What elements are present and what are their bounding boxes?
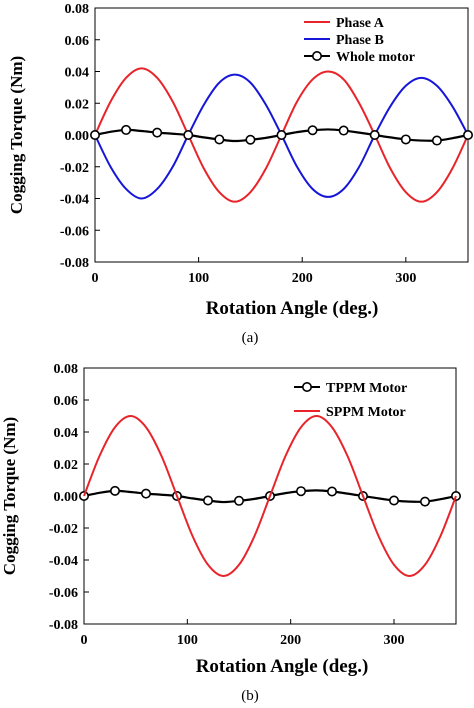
y-tick-label: -0.02 xyxy=(60,161,89,176)
series-whole-motor xyxy=(90,124,473,146)
x-tick-label: 0 xyxy=(81,633,88,648)
legend-entry: TPPM Motor xyxy=(326,381,407,396)
y-tick-label: 0.00 xyxy=(65,129,90,144)
x-tick-label: 100 xyxy=(188,271,209,286)
y-tick-label: 0.06 xyxy=(54,394,79,409)
chart-a: 0.08 0.06 0.04 0.02 0.00 -0.02 -0.04 -0.06 -0.08… xyxy=(7,2,473,346)
data-point xyxy=(462,130,473,141)
figure-caption: (b) xyxy=(241,688,259,704)
data-point xyxy=(245,134,256,145)
y-tick-label: -0.06 xyxy=(49,586,78,601)
y-tick-label: -0.04 xyxy=(49,554,78,569)
y-tick-label: 0.08 xyxy=(65,2,90,17)
data-point xyxy=(276,130,287,141)
data-point xyxy=(110,485,121,496)
data-point xyxy=(400,134,411,145)
y-tick-label: 0.00 xyxy=(54,490,79,505)
data-point xyxy=(307,125,318,136)
data-point xyxy=(234,495,245,506)
data-point xyxy=(431,135,442,146)
data-point xyxy=(388,495,399,506)
legend-marker xyxy=(311,50,322,61)
x-tick-label: 0 xyxy=(92,271,99,286)
y-tick-label: -0.08 xyxy=(60,256,89,271)
y-tick-label: -0.04 xyxy=(60,193,89,208)
y-tick-label: 0.04 xyxy=(54,426,79,441)
x-axis-label: Rotation Angle (deg.) xyxy=(206,298,379,319)
x-tick-label: 200 xyxy=(292,271,313,286)
data-point xyxy=(450,490,461,501)
y-tick-label: 0.06 xyxy=(65,34,90,49)
y-tick-label: -0.06 xyxy=(60,224,89,239)
data-point xyxy=(121,124,132,135)
legend-entry: Whole motor xyxy=(336,50,415,65)
legend-marker xyxy=(301,381,312,392)
y-tick-label: 0.04 xyxy=(65,66,90,81)
data-point xyxy=(326,486,337,497)
x-tick-label: 300 xyxy=(384,633,405,648)
legend-entry: Phase B xyxy=(336,33,384,48)
data-point xyxy=(338,125,349,136)
x-axis-label: Rotation Angle (deg.) xyxy=(196,656,369,677)
y-tick-label: 0.02 xyxy=(54,458,79,473)
legend-entry: Phase A xyxy=(336,16,385,31)
data-point xyxy=(183,130,194,141)
x-tick-label: 300 xyxy=(395,271,416,286)
x-tick-label: 100 xyxy=(177,633,198,648)
data-point xyxy=(141,488,152,499)
series-line xyxy=(83,414,457,578)
data-point xyxy=(295,486,306,497)
legend: TPPM Motor SPPM Motor xyxy=(294,381,407,420)
data-point xyxy=(90,130,101,141)
y-tick-label: 0.02 xyxy=(65,97,90,112)
chart-b: 0.08 0.06 0.04 0.02 0.00 -0.02 -0.04 -0.06 -0.08… xyxy=(0,362,461,704)
data-point xyxy=(369,130,380,141)
y-tick-label: 0.08 xyxy=(54,362,79,377)
series-sppm-motor xyxy=(83,414,457,578)
y-axis-label: Cogging Torque (Nm) xyxy=(7,56,26,214)
y-axis-label: Cogging Torque (Nm) xyxy=(0,417,19,575)
figure-caption: (a) xyxy=(242,330,259,346)
x-tick-label: 200 xyxy=(280,633,301,648)
legend: Phase A Phase B Whole motor xyxy=(304,16,415,65)
legend-entry: SPPM Motor xyxy=(326,405,406,420)
data-point xyxy=(214,134,225,145)
y-tick-label: -0.08 xyxy=(49,618,78,633)
data-point xyxy=(419,496,430,507)
data-point xyxy=(203,495,214,506)
data-point xyxy=(152,127,163,138)
y-tick-label: -0.02 xyxy=(49,522,78,537)
